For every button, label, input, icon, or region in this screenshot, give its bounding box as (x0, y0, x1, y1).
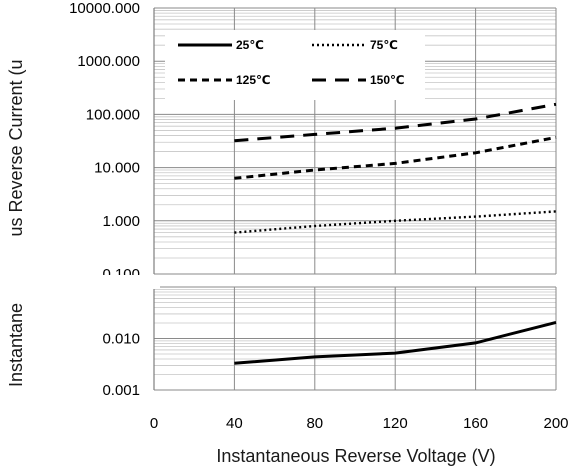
axes (60, 8, 561, 390)
tick-labels: 10000.0001000.000100.00010.0001.0000.100… (60, 0, 569, 432)
x-tick-label: 40 (226, 415, 243, 432)
y-axis-title-fragment-lower: Instantane (6, 303, 26, 387)
x-tick-label: 200 (543, 415, 568, 432)
y-tick-label: 0.001 (102, 382, 140, 399)
legend-label-4: 150℃ (370, 73, 405, 87)
y-tick-label: 0.010 (102, 331, 140, 348)
axis-break (60, 275, 561, 286)
legend: 25℃ 75℃ 125℃ 150℃ (165, 30, 425, 100)
legend-label-3: 125℃ (236, 73, 271, 87)
y-tick-label: 1000.000 (77, 53, 140, 70)
legend-box (165, 30, 425, 100)
grid-lines (153, 7, 557, 391)
y-tick-label: 10000.000 (69, 0, 140, 17)
x-axis-title: Instantaneous Reverse Voltage (V) (216, 446, 495, 466)
series-line-1 (234, 320, 557, 365)
series-lines (234, 102, 557, 365)
legend-label-2: 75℃ (370, 38, 398, 52)
x-tick-label: 120 (383, 415, 408, 432)
y-tick-label: 10.000 (94, 160, 140, 177)
y-tick-label: 1.000 (102, 213, 140, 230)
tick-mask (60, 275, 160, 289)
series-line-4 (234, 102, 557, 143)
x-tick-label: 0 (150, 415, 158, 432)
x-tick-label: 160 (463, 415, 488, 432)
y-tick-label: 100.000 (86, 106, 140, 123)
x-tick-label: 80 (306, 415, 323, 432)
series-line-3 (234, 135, 557, 180)
legend-label-1: 25℃ (236, 38, 264, 52)
series-line-2 (234, 210, 557, 234)
y-axis-title-fragment-upper: us Reverse Current (u (6, 59, 26, 236)
